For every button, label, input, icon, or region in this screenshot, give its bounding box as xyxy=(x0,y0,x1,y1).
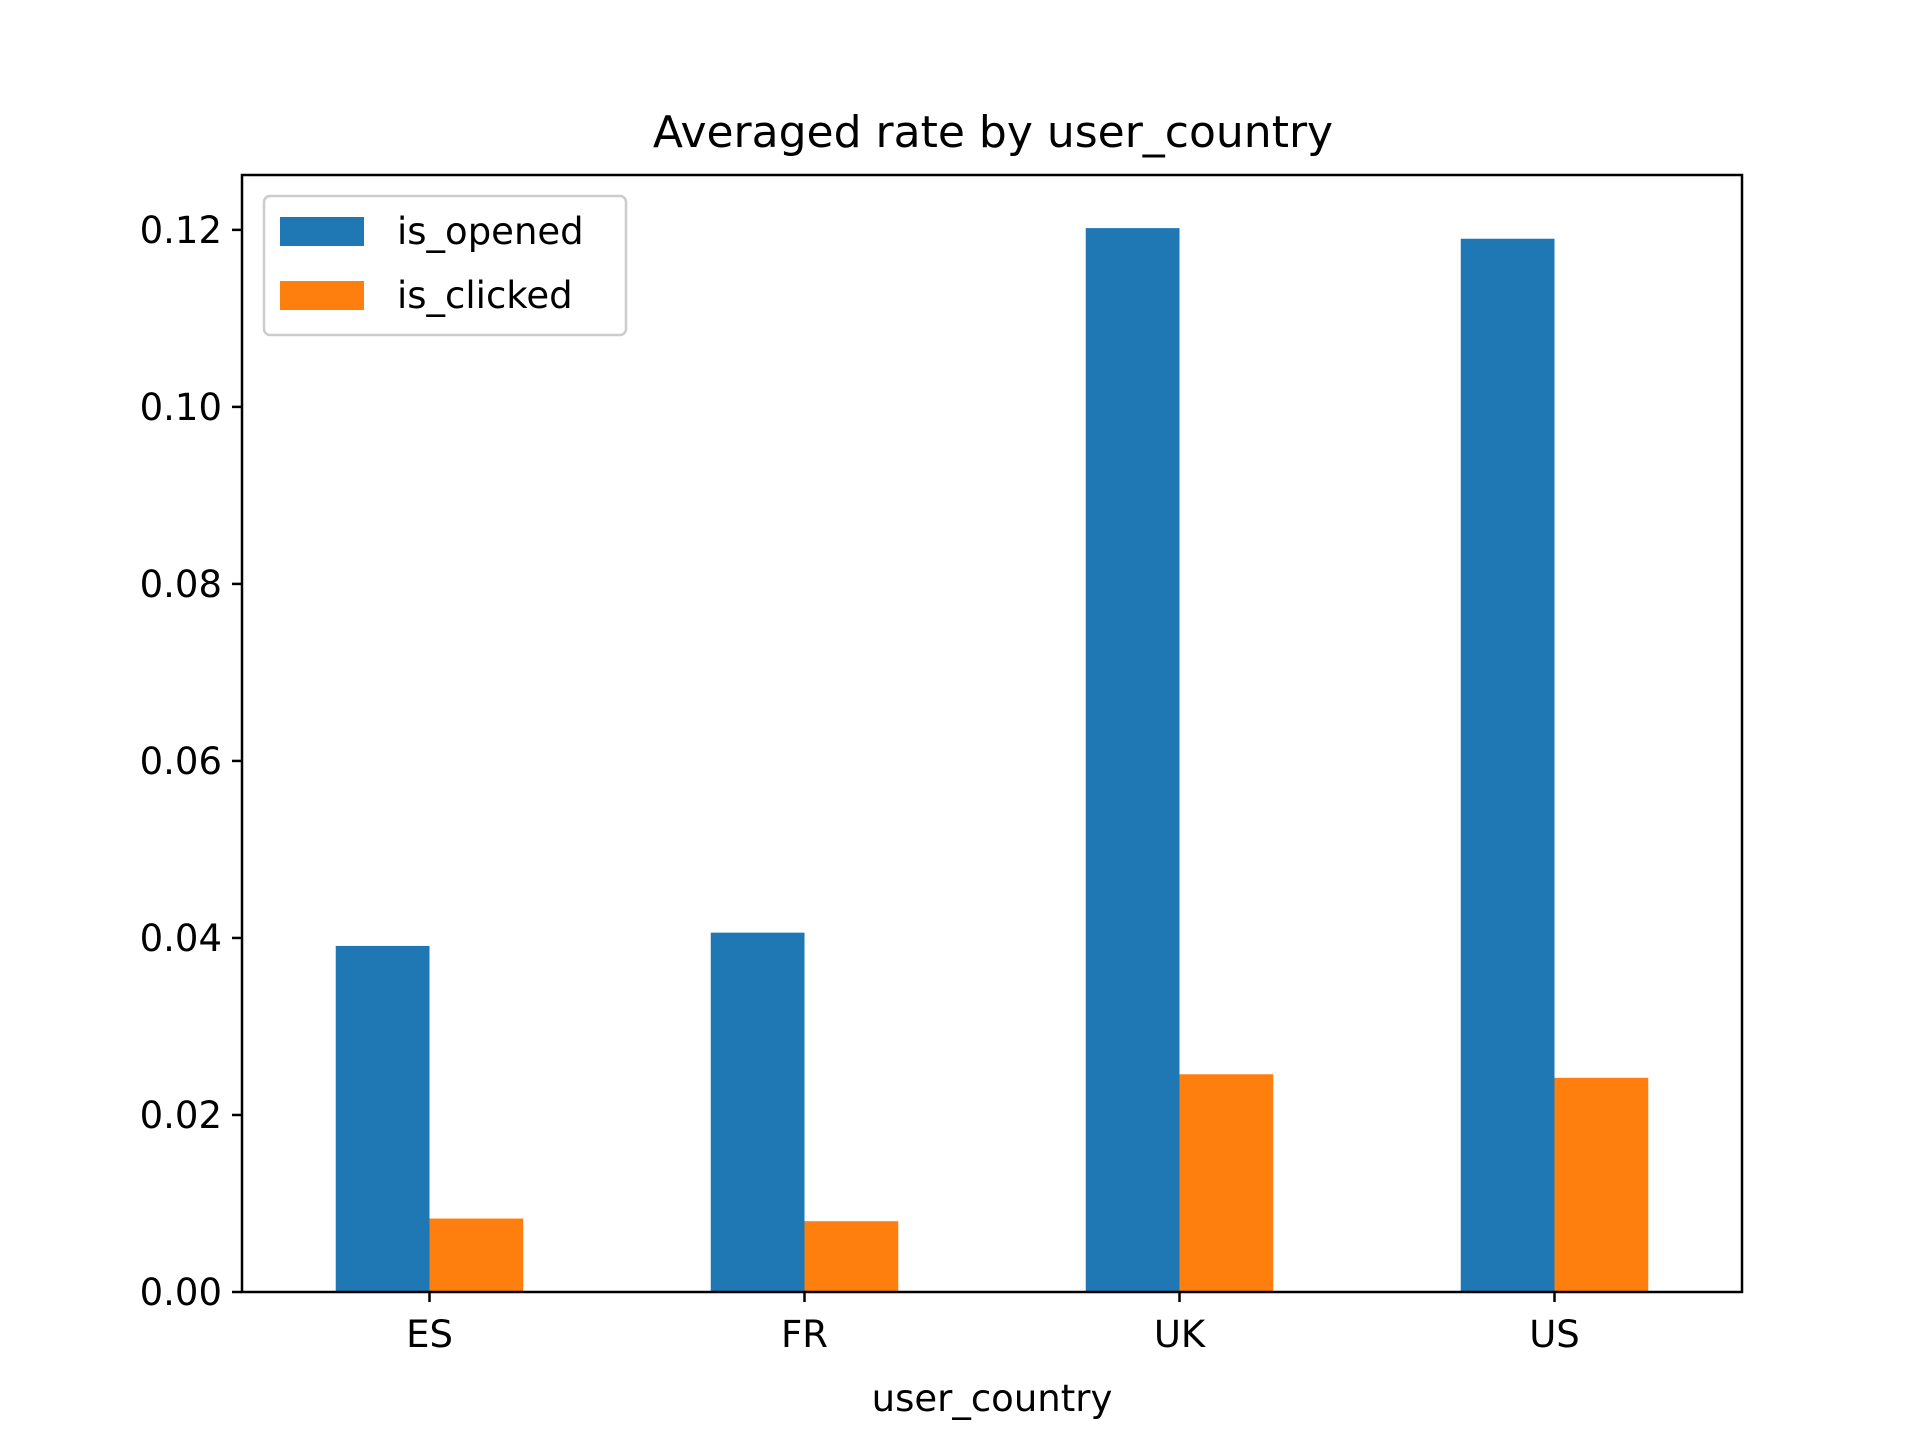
y-axis: 0.00 0.02 0.04 0.06 0.08 0.10 0.12 xyxy=(140,209,242,1314)
bars-group xyxy=(335,228,1649,1292)
plot-frame xyxy=(240,173,1744,1294)
bar-is-opened-fr xyxy=(710,932,805,1292)
bar-is-clicked-uk xyxy=(1179,1074,1274,1292)
x-tick-label-fr: FR xyxy=(781,1313,828,1356)
bar-is-clicked-es xyxy=(429,1218,524,1292)
y-tick-label: 0.12 xyxy=(140,209,222,252)
y-tick-label: 0.10 xyxy=(140,386,222,429)
x-tick-label-us: US xyxy=(1529,1313,1580,1356)
x-axis: ES FR UK US xyxy=(406,1292,1580,1356)
y-tick-label: 0.04 xyxy=(140,917,222,960)
x-tick-label-es: ES xyxy=(406,1313,453,1356)
bar-is-clicked-fr xyxy=(804,1221,899,1292)
bar-is-opened-es xyxy=(335,945,430,1292)
y-tick-label: 0.00 xyxy=(140,1271,222,1314)
legend-swatch-is-clicked xyxy=(280,281,364,310)
legend: is_opened is_clicked xyxy=(262,194,628,337)
x-tick-label-uk: UK xyxy=(1154,1313,1207,1356)
y-tick-label: 0.02 xyxy=(140,1094,222,1137)
x-axis-label: user_country xyxy=(872,1377,1113,1420)
bar-is-opened-us xyxy=(1460,238,1555,1292)
legend-label-is-opened: is_opened xyxy=(397,210,584,253)
legend-swatch-is-opened xyxy=(280,217,364,246)
chart-title: Averaged rate by user_country xyxy=(653,107,1333,158)
legend-label-is-clicked: is_clicked xyxy=(397,274,573,317)
bar-is-clicked-us xyxy=(1554,1077,1649,1292)
bar-is-opened-uk xyxy=(1085,228,1180,1292)
y-tick-label: 0.06 xyxy=(140,740,222,783)
y-tick-label: 0.08 xyxy=(140,563,222,606)
